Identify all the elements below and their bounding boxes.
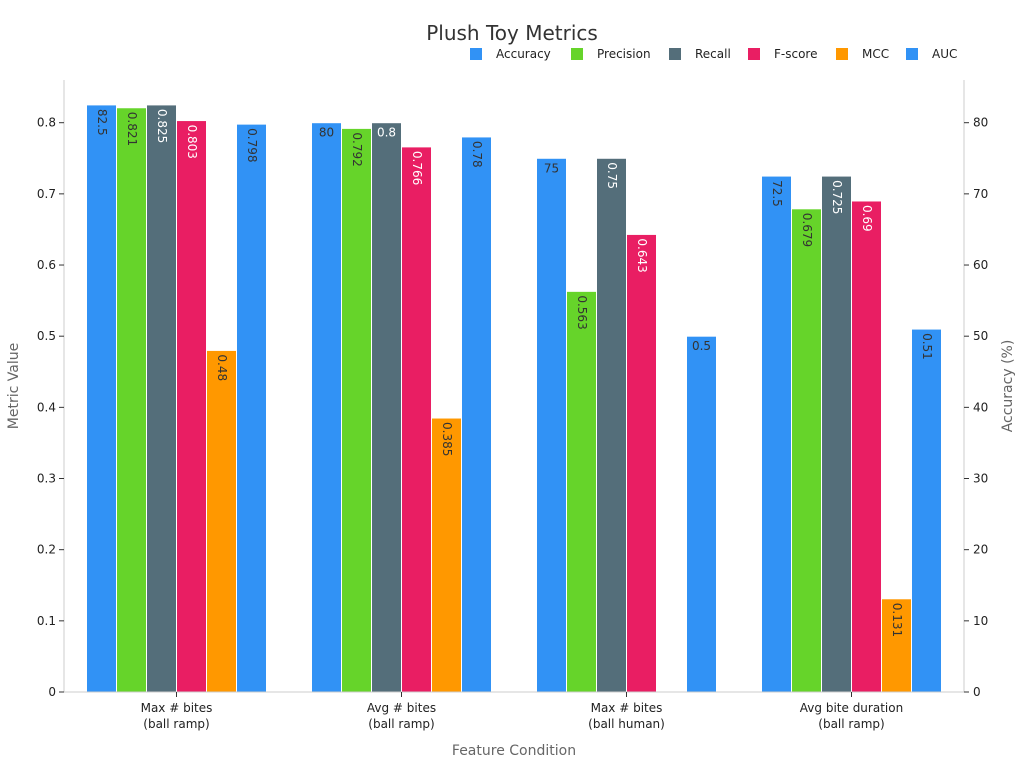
legend-swatch-mcc xyxy=(836,48,848,60)
x-tick-label-line: Avg bite duration xyxy=(800,701,903,715)
bar-precision xyxy=(791,208,822,693)
bar-recall xyxy=(146,104,177,693)
y2-tick-label: 30 xyxy=(973,472,988,486)
data-label: 72.5 xyxy=(770,180,784,207)
x-tick-label-line: (ball human) xyxy=(588,717,665,731)
legend-label-precision: Precision xyxy=(597,47,651,61)
y2-tick-label: 20 xyxy=(973,543,988,557)
legend-swatch-recall xyxy=(669,48,681,60)
bars xyxy=(86,104,942,693)
data-label: 82.5 xyxy=(95,109,109,136)
bar-auc xyxy=(461,136,492,693)
data-label: 0.8 xyxy=(377,126,396,140)
data-label: 0.69 xyxy=(860,205,874,232)
legend-label-f-score: F-score xyxy=(774,47,817,61)
bar-precision xyxy=(566,290,597,693)
bar-accuracy xyxy=(761,175,792,693)
data-label: 75 xyxy=(544,161,559,175)
data-label: 0.385 xyxy=(440,422,454,456)
bar-mcc xyxy=(431,417,462,693)
bar-precision xyxy=(341,127,372,693)
bar-mcc xyxy=(206,349,237,693)
legend-swatch-accuracy xyxy=(470,48,482,60)
y-tick-label: 0.2 xyxy=(37,543,56,557)
bar-accuracy xyxy=(536,157,567,693)
y-tick-label: 0.3 xyxy=(37,472,56,486)
y-tick-label: 0.5 xyxy=(37,329,56,343)
y-tick-label: 0.1 xyxy=(37,614,56,628)
y-axis-title: Metric Value xyxy=(6,343,22,429)
bar-f-score xyxy=(851,200,882,693)
y2-tick-label: 70 xyxy=(973,187,988,201)
data-label: 80 xyxy=(319,126,334,140)
data-label: 0.48 xyxy=(215,354,229,381)
data-label: 0.798 xyxy=(245,128,259,162)
legend-label-auc: AUC xyxy=(932,47,957,61)
legend-label-mcc: MCC xyxy=(862,47,889,61)
x-tick-label-line: (ball ramp) xyxy=(368,717,434,731)
y2-tick-label: 10 xyxy=(973,614,988,628)
data-label: 0.766 xyxy=(410,151,424,185)
bar-precision xyxy=(116,107,147,693)
legend-label-accuracy: Accuracy xyxy=(496,47,551,61)
x-tick-label-line: Max # bites xyxy=(141,701,213,715)
y2-tick-label: 50 xyxy=(973,329,988,343)
y2-tick-label: 60 xyxy=(973,258,988,272)
data-label: 0.78 xyxy=(470,141,484,168)
data-label: 0.643 xyxy=(635,238,649,272)
legend-swatch-precision xyxy=(571,48,583,60)
x-tick-label-line: Avg # bites xyxy=(367,701,436,715)
x-axis-title: Feature Condition xyxy=(452,743,576,759)
data-label: 0.679 xyxy=(800,213,814,247)
y-tick-label: 0.4 xyxy=(37,400,56,414)
data-label: 0.803 xyxy=(185,125,199,159)
y-tick-label: 0.7 xyxy=(37,187,56,201)
data-label: 0.563 xyxy=(575,295,589,329)
y2-tick-label: 0 xyxy=(973,685,981,699)
x-tick-label-line: Max # bites xyxy=(591,701,663,715)
data-labels: 82.5 0.821 0.825 0.803 0.48 0.798 80 0.792 0.8 0.… xyxy=(95,109,934,637)
data-label: 0.131 xyxy=(890,603,904,637)
y2-tick-label: 40 xyxy=(973,400,988,414)
legend: Accuracy Precision Recall F-score MCC AUC xyxy=(470,47,957,61)
data-label: 0.75 xyxy=(605,162,619,189)
bar-recall xyxy=(596,157,627,693)
legend-label-recall: Recall xyxy=(695,47,731,61)
bar-auc xyxy=(911,328,942,693)
data-label: 0.821 xyxy=(125,112,139,146)
chart-title: Plush Toy Metrics xyxy=(426,21,598,45)
data-label: 0.5 xyxy=(692,339,711,353)
legend-swatch-f-score xyxy=(748,48,760,60)
y2-tick-label: 80 xyxy=(973,116,988,130)
x-tick-label-line: (ball ramp) xyxy=(143,717,209,731)
data-label: 0.825 xyxy=(155,109,169,143)
y-tick-label: 0 xyxy=(48,685,56,699)
x-tick-label: Avg # bites (ball ramp) xyxy=(367,701,436,731)
bar-f-score xyxy=(401,146,432,693)
x-tick-label: Avg bite duration (ball ramp) xyxy=(800,701,903,731)
bar-recall xyxy=(371,122,402,693)
data-label: 0.51 xyxy=(920,333,934,360)
data-label: 0.725 xyxy=(830,180,844,214)
bar-accuracy xyxy=(86,104,117,693)
bar-f-score xyxy=(626,233,657,693)
x-tick-label: Max # bites (ball human) xyxy=(588,701,665,731)
bar-mcc xyxy=(881,598,912,693)
bar-recall xyxy=(821,175,852,693)
bar-auc xyxy=(686,335,717,693)
bar-f-score xyxy=(176,120,207,693)
bar-auc xyxy=(236,123,267,693)
bar-accuracy xyxy=(311,122,342,693)
y-tick-label: 0.6 xyxy=(37,258,56,272)
legend-swatch-auc xyxy=(906,48,918,60)
axes: 0 0.1 0.2 0.3 0.4 0.5 0.6 0.7 0.8 0 10 20 30 40 50 60 70… xyxy=(37,80,988,731)
y-tick-label: 0.8 xyxy=(37,116,56,130)
y2-axis-title: Accuracy (%) xyxy=(1000,340,1016,433)
x-tick-label: Max # bites (ball ramp) xyxy=(141,701,213,731)
data-label: 0.792 xyxy=(350,132,364,166)
x-tick-label-line: (ball ramp) xyxy=(818,717,884,731)
